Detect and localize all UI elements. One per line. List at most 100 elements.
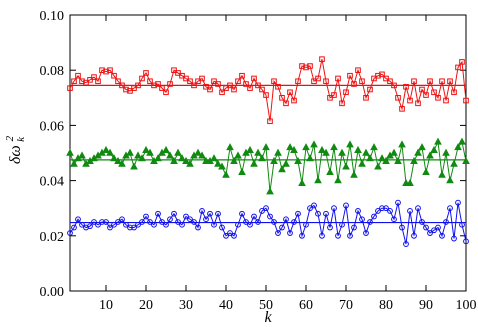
x-tick-label: 90 [419, 298, 433, 313]
data-point [439, 232, 445, 239]
data-point [439, 78, 445, 85]
data-point [450, 159, 458, 167]
data-point [171, 210, 177, 217]
data-point [251, 213, 257, 220]
data-point [230, 156, 238, 164]
data-point [266, 187, 274, 195]
data-point [187, 216, 193, 223]
data-point [427, 230, 433, 236]
data-point [374, 162, 382, 170]
data-point [182, 156, 190, 164]
data-point [351, 81, 357, 87]
data-point [379, 71, 385, 78]
data-point [275, 230, 281, 236]
data-point [331, 205, 337, 212]
data-point [415, 100, 421, 107]
data-point [95, 221, 101, 228]
data-point [143, 213, 149, 220]
data-point [234, 151, 242, 159]
data-point [151, 82, 157, 89]
data-point [447, 205, 453, 212]
data-point [343, 89, 349, 96]
data-point [126, 148, 134, 156]
data-point [279, 95, 285, 101]
data-point [390, 148, 398, 156]
data-point [262, 143, 270, 151]
data-point [407, 97, 413, 104]
data-point [71, 78, 77, 85]
data-point [422, 167, 430, 176]
data-point [367, 86, 373, 93]
data-point [130, 162, 138, 170]
data-point [303, 221, 309, 228]
y-tick-label: 0.00 [40, 285, 65, 300]
data-point [199, 75, 205, 82]
data-point [87, 223, 93, 230]
series-circle [67, 199, 469, 247]
data-point [195, 224, 201, 231]
data-point [146, 148, 154, 156]
data-point [254, 148, 262, 156]
data-point [239, 210, 245, 217]
data-point [323, 78, 329, 85]
y-axis-label-text: δω [7, 145, 24, 164]
data-point [163, 89, 169, 96]
data-point [354, 145, 362, 153]
data-point [103, 68, 109, 75]
data-point [247, 85, 253, 91]
series-layer [66, 56, 470, 247]
data-point [170, 156, 178, 164]
data-point [219, 89, 225, 96]
data-point [302, 143, 310, 151]
data-point [207, 210, 213, 217]
data-point [114, 156, 122, 164]
data-point [231, 232, 237, 239]
data-point [191, 82, 197, 89]
x-tick-label: 70 [339, 298, 353, 313]
data-point [307, 205, 313, 212]
data-point [375, 72, 381, 79]
data-point [119, 216, 125, 223]
data-point [310, 140, 318, 148]
series-triangle [66, 137, 470, 195]
data-point [431, 89, 437, 96]
data-point [330, 143, 338, 151]
data-point [322, 148, 330, 156]
data-point [391, 216, 397, 223]
data-point [410, 156, 418, 164]
data-point [419, 86, 425, 93]
data-point [306, 154, 314, 162]
data-point [275, 83, 281, 90]
data-point [455, 199, 461, 206]
data-point [451, 89, 457, 96]
data-point [283, 216, 289, 223]
x-tick-label: 100 [456, 298, 477, 313]
data-point [415, 205, 421, 212]
data-point [139, 219, 145, 225]
data-point [102, 145, 110, 153]
data-point [219, 224, 225, 231]
data-point [446, 176, 454, 184]
data-point [274, 148, 282, 156]
data-point [359, 78, 365, 85]
data-point [294, 156, 302, 164]
data-point [434, 137, 442, 145]
data-point [198, 151, 206, 159]
data-point [134, 151, 142, 159]
data-point [179, 221, 185, 228]
data-point [399, 106, 405, 112]
data-point [151, 221, 157, 228]
data-point [459, 221, 465, 228]
data-point [371, 213, 377, 220]
data-point [235, 221, 241, 228]
data-point [462, 156, 470, 164]
data-point [115, 78, 121, 85]
y-tick-label: 0.06 [40, 119, 65, 134]
data-point [131, 224, 137, 231]
data-point [123, 221, 129, 228]
data-point [279, 224, 285, 231]
series-line [69, 140, 467, 192]
data-point [395, 199, 401, 206]
data-point [135, 221, 141, 228]
